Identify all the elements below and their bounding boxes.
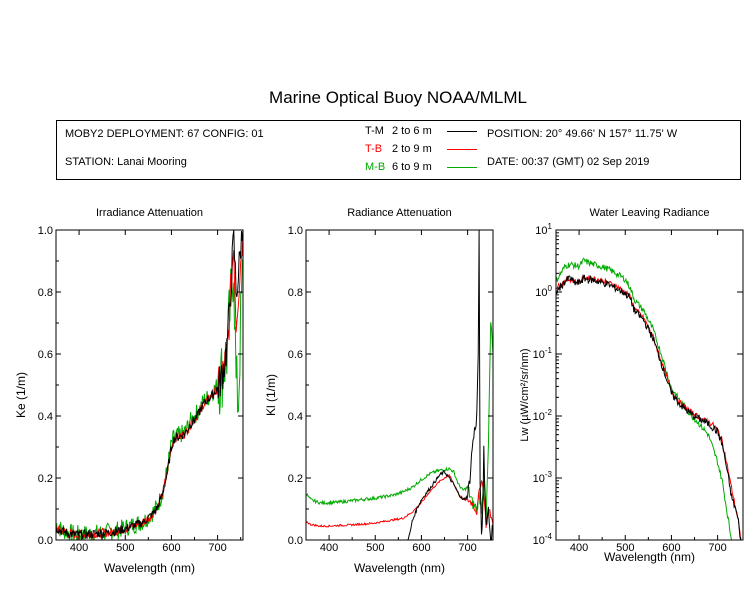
y-tick-base: 10 <box>533 473 545 485</box>
legend-range-mb: 6 to 9 m <box>392 161 432 173</box>
y-tick-label: 0.4 <box>288 411 303 423</box>
y-tick-label: 0.4 <box>38 411 53 423</box>
x-tick-label: 600 <box>162 542 180 554</box>
series-line-0 <box>306 322 493 524</box>
y-tick-label: 100 <box>535 284 552 299</box>
series-line-0 <box>556 257 732 540</box>
y-tick-label: 10-4 <box>533 532 553 547</box>
y-axis-label: Lw (µW/cm²/sr/nm) <box>519 348 531 441</box>
chart-title: Water Leaving Radiance <box>589 207 709 219</box>
y-tick-label: 10-1 <box>533 346 553 361</box>
info-box: MOBY2 DEPLOYMENT: 67 CONFIG: 01 STATION:… <box>56 120 741 180</box>
series-line-1 <box>306 473 493 528</box>
y-tick-label: 10-2 <box>533 408 553 423</box>
y-tick-base: 10 <box>533 411 545 423</box>
legend-label-mb: M-B <box>365 161 386 173</box>
station-text: STATION: Lanai Mooring <box>65 156 187 168</box>
deployment-text: MOBY2 DEPLOYMENT: 67 CONFIG: 01 <box>65 128 264 140</box>
x-tick-label: 500 <box>366 542 384 554</box>
position-text: POSITION: 20° 49.66' N 157° 11.75' W <box>487 128 678 140</box>
x-tick-label: 500 <box>616 542 634 554</box>
x-tick-label: 400 <box>320 542 338 554</box>
y-tick-base: 10 <box>533 349 545 361</box>
series-line-1 <box>556 274 742 540</box>
legend-swatch-mb <box>447 167 477 168</box>
y-tick-label: 10-3 <box>533 470 553 485</box>
x-axis-label: Wavelength (nm) <box>354 561 445 575</box>
x-tick-label: 400 <box>570 542 588 554</box>
y-tick-label: 101 <box>535 222 552 237</box>
legend-swatch-tb <box>447 149 477 150</box>
y-tick-label: 1.0 <box>288 225 303 237</box>
y-tick-label: 0.6 <box>38 349 53 361</box>
series-line-2 <box>56 230 243 540</box>
y-axis-label: Kl (1/m) <box>264 374 278 416</box>
chart-title: Irradiance Attenuation <box>96 207 203 219</box>
chart-frame <box>555 229 744 541</box>
y-tick-base: 10 <box>535 287 547 299</box>
y-tick-exp: -1 <box>545 346 553 355</box>
x-tick-label: 700 <box>458 542 476 554</box>
x-axis-label: Wavelength (nm) <box>104 561 195 575</box>
y-tick-base: 10 <box>533 535 545 547</box>
legend-swatch-tm <box>447 131 477 132</box>
series-line-0 <box>56 258 243 540</box>
x-tick-label: 600 <box>662 542 680 554</box>
legend-range-tb: 2 to 9 m <box>392 143 432 155</box>
y-tick-label: 0.8 <box>38 287 53 299</box>
y-tick-label: 0.8 <box>288 287 303 299</box>
y-tick-exp: -3 <box>545 470 553 479</box>
y-tick-label: 0.0 <box>38 535 53 547</box>
series-line-2 <box>556 274 742 540</box>
x-tick-label: 500 <box>116 542 134 554</box>
legend-label-tm: T-M <box>365 125 384 137</box>
series-line-2 <box>407 230 493 540</box>
y-tick-label: 0.6 <box>288 349 303 361</box>
page-title: Marine Optical Buoy NOAA/MLML <box>269 88 527 107</box>
x-tick-label: 700 <box>708 542 726 554</box>
y-tick-exp: -4 <box>545 532 553 541</box>
x-tick-label: 700 <box>208 542 226 554</box>
series-line-1 <box>56 230 243 540</box>
legend-range-tm: 2 to 6 m <box>392 125 432 137</box>
x-tick-label: 400 <box>70 542 88 554</box>
y-tick-exp: -2 <box>545 408 553 417</box>
date-text: DATE: 00:37 (GMT) 02 Sep 2019 <box>487 156 650 168</box>
y-axis-label: Ke (1/m) <box>14 372 28 418</box>
y-tick-label: 0.2 <box>38 473 53 485</box>
chart-title: Radiance Attenuation <box>347 207 452 219</box>
y-tick-base: 10 <box>535 225 547 237</box>
x-axis-label: Wavelength (nm) <box>604 550 695 564</box>
y-tick-exp: 1 <box>548 222 553 231</box>
y-tick-label: 0.0 <box>288 535 303 547</box>
y-tick-label: 1.0 <box>38 225 53 237</box>
chart-frame <box>55 229 244 541</box>
legend-label-tb: T-B <box>365 143 383 155</box>
y-tick-label: 0.2 <box>288 473 303 485</box>
y-tick-exp: 0 <box>548 284 553 293</box>
x-tick-label: 600 <box>412 542 430 554</box>
